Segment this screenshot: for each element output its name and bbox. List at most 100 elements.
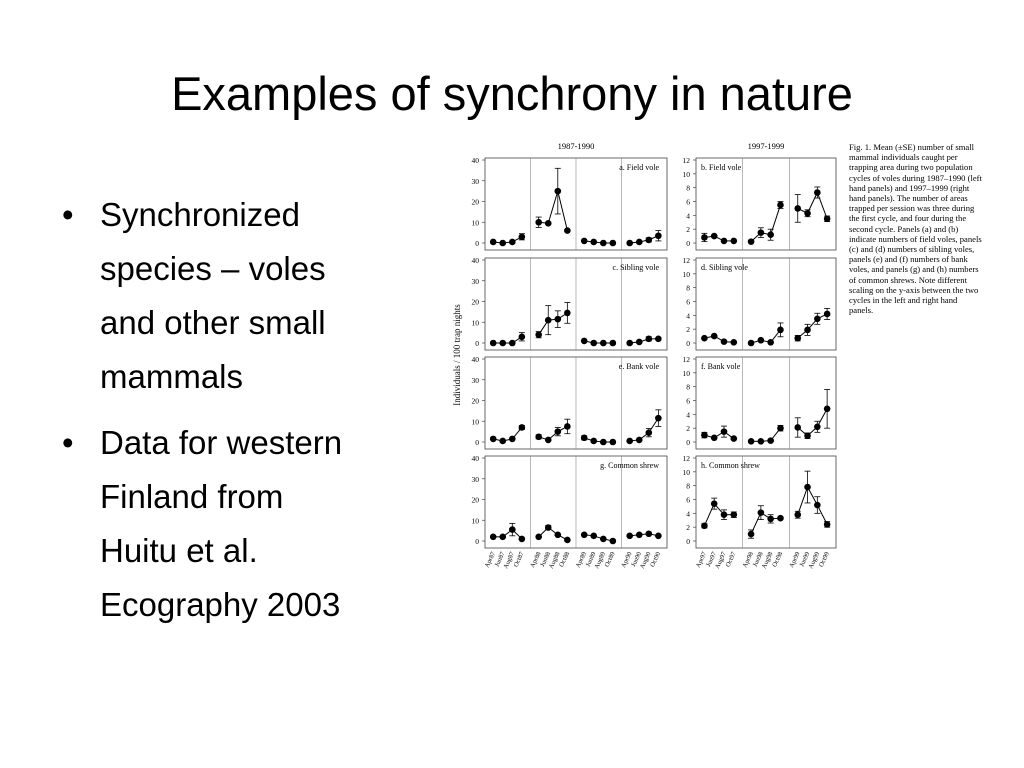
data-point	[757, 509, 765, 516]
slide-title: Examples of synchrony in nature	[171, 67, 853, 120]
data-point	[489, 339, 497, 347]
column-title: 1987-1990	[558, 141, 595, 151]
y-tick-label: 12	[683, 355, 691, 364]
data-point	[814, 189, 821, 196]
y-tick-label: 6	[686, 496, 690, 505]
data-point	[710, 500, 718, 507]
y-tick-label: 0	[686, 438, 690, 447]
data-point	[655, 532, 662, 540]
data-point	[590, 339, 598, 347]
y-tick-label: 30	[472, 376, 480, 385]
data-point	[600, 535, 607, 543]
data-point	[804, 432, 811, 440]
data-point	[767, 231, 774, 238]
data-point	[730, 237, 738, 245]
data-point	[757, 229, 765, 236]
y-tick-label: 4	[686, 211, 690, 220]
y-tick-label: 40	[472, 454, 480, 463]
y-tick-label: 10	[683, 369, 691, 378]
data-point	[600, 339, 607, 347]
y-tick-label: 20	[472, 496, 480, 505]
y-tick-label: 8	[686, 284, 690, 293]
data-point	[645, 335, 653, 343]
data-point	[767, 515, 774, 523]
data-point	[635, 531, 643, 539]
data-point	[554, 315, 562, 323]
data-point	[767, 437, 774, 444]
y-tick-label: 8	[686, 482, 690, 491]
bullet-dot: •	[62, 196, 74, 233]
y-tick-label: 0	[475, 438, 479, 447]
data-point	[794, 424, 802, 431]
data-point	[609, 339, 617, 347]
data-point	[730, 435, 738, 442]
y-tick-label: 20	[472, 198, 480, 207]
bullet-text: Synchronized species – voles and other sma…	[100, 188, 326, 404]
data-point	[747, 530, 755, 538]
data-point	[645, 530, 653, 538]
data-point	[590, 532, 598, 540]
panel-label: b. Field vole	[701, 163, 742, 172]
data-point	[518, 424, 526, 431]
connector	[816, 192, 828, 219]
connector	[547, 190, 559, 224]
y-tick-label: 10	[472, 218, 480, 227]
data-point	[535, 433, 542, 441]
panel-frame	[695, 157, 837, 251]
y-tick-label: 2	[686, 424, 690, 433]
connector	[750, 512, 762, 535]
data-point	[814, 501, 821, 509]
y-tick-label: 12	[683, 156, 691, 165]
data-point	[757, 438, 765, 445]
y-tick-label: 0	[686, 239, 690, 248]
data-point	[518, 233, 526, 241]
data-point	[580, 434, 588, 442]
data-point	[747, 339, 755, 347]
data-point	[635, 338, 643, 346]
y-tick-label: 8	[686, 383, 690, 392]
bullet-line: and other small	[100, 304, 326, 341]
y-tick-label: 2	[686, 523, 690, 532]
y-tick-label: 4	[686, 410, 690, 419]
data-point	[767, 339, 774, 346]
data-point	[626, 532, 633, 540]
y-tick-label: 12	[683, 454, 691, 463]
y-tick-label: 20	[472, 298, 480, 307]
data-point	[720, 428, 728, 435]
y-tick-label: 2	[686, 325, 690, 334]
data-point	[518, 333, 526, 341]
y-tick-label: 8	[686, 184, 690, 193]
data-point	[626, 339, 633, 347]
data-point	[655, 414, 662, 422]
bullet-line: mammals	[100, 358, 244, 395]
y-tick-label: 40	[472, 256, 480, 265]
panel-label: g. Common shrew	[600, 461, 659, 470]
bullet-text: Data for western Finland from Huitu et al.…	[100, 416, 342, 632]
data-point	[655, 335, 662, 343]
connector	[770, 204, 781, 235]
data-point	[499, 533, 507, 541]
y-tick-label: 10	[472, 516, 480, 525]
data-point	[544, 524, 552, 531]
bullet-line: Huitu et al.	[100, 532, 258, 569]
bullet-line: species – voles	[100, 250, 326, 287]
data-point	[804, 483, 811, 491]
connector	[807, 486, 818, 506]
data-point	[609, 537, 617, 545]
data-point	[489, 238, 497, 246]
bullet-line: Ecography 2003	[100, 586, 341, 623]
y-tick-label: 4	[686, 509, 690, 518]
panel-label: h. Common shrew	[701, 461, 760, 470]
y-tick-label: 4	[686, 311, 690, 320]
data-point	[600, 239, 607, 247]
y-tick-label: 10	[472, 318, 480, 327]
data-point	[499, 339, 507, 347]
panel-frame	[695, 257, 837, 351]
x-tick-label: Oct87	[513, 550, 526, 568]
data-point	[777, 201, 784, 209]
y-tick-label: 0	[686, 339, 690, 348]
data-point	[580, 531, 588, 539]
data-point	[518, 535, 526, 543]
y-tick-label: 20	[472, 397, 480, 406]
